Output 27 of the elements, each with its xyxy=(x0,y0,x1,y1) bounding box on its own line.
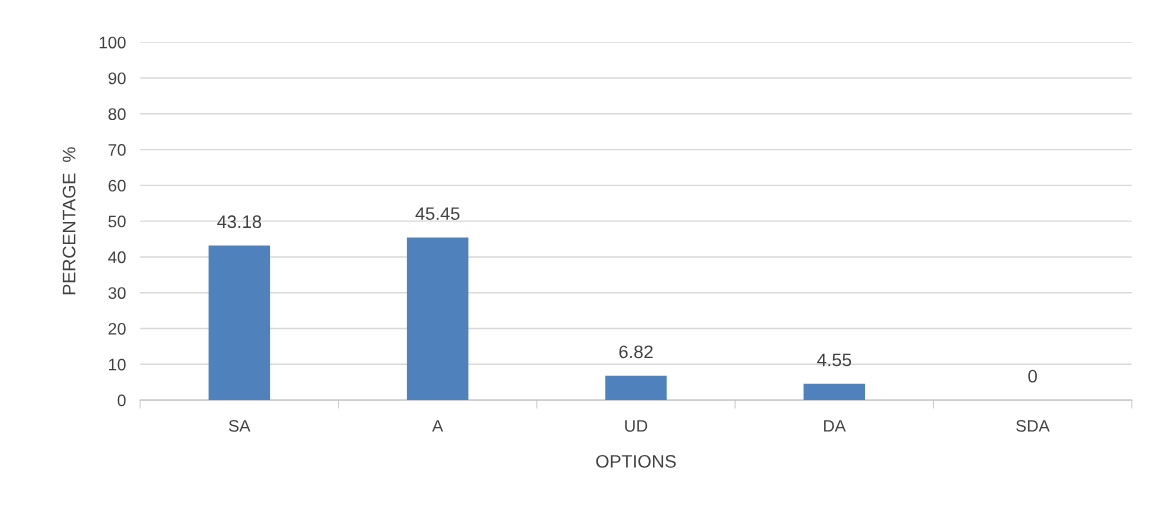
y-tick-label: 0 xyxy=(117,394,126,407)
y-axis-title: PERCENTAGE % xyxy=(62,147,76,295)
bar xyxy=(605,375,667,401)
y-tick-label: 70 xyxy=(108,144,126,156)
data-label: 45.45 xyxy=(415,207,460,220)
x-tick-label: UD xyxy=(625,420,648,432)
bar xyxy=(406,237,469,401)
y-tick-label: 80 xyxy=(108,108,126,121)
y-tick-label: 40 xyxy=(108,251,126,264)
data-label: 6.82 xyxy=(619,345,653,359)
x-tick-label: SDA xyxy=(1016,419,1050,432)
x-tick-label: DA xyxy=(824,420,846,432)
y-tick-label: 100 xyxy=(99,36,126,49)
y-tick-label: 30 xyxy=(108,287,126,299)
data-label: 43.18 xyxy=(217,215,262,229)
data-label: 0 xyxy=(1028,369,1037,383)
bar xyxy=(803,383,866,401)
y-tick-label: 10 xyxy=(109,358,126,371)
y-tick-label: 20 xyxy=(108,322,126,335)
y-tick-label: 60 xyxy=(108,179,126,192)
x-tick-label: A xyxy=(432,420,444,432)
x-axis-title: OPTIONS xyxy=(596,454,676,468)
y-tick-label: 50 xyxy=(108,215,126,228)
data-label: 4.55 xyxy=(817,353,852,367)
x-tick-label: SA xyxy=(228,419,251,432)
bar xyxy=(208,245,271,401)
y-tick-label: 90 xyxy=(108,72,126,85)
